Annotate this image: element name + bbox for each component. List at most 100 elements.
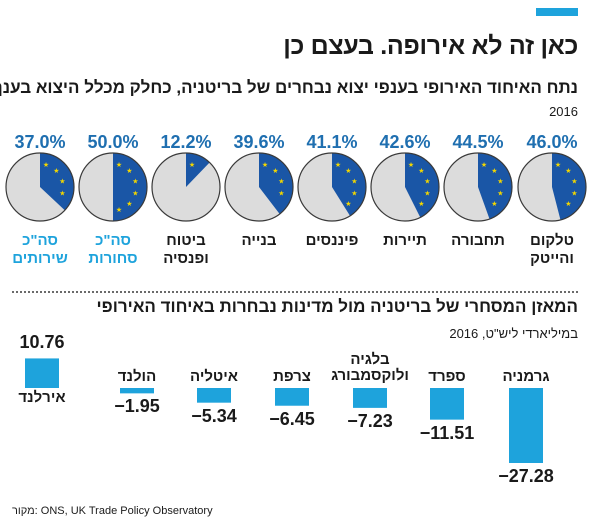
pie-chart: ★★★★★ [370, 152, 440, 222]
pie-section-year: 2016 [549, 104, 578, 119]
eu-star-icon: ★ [565, 200, 571, 208]
eu-star-icon: ★ [555, 161, 561, 169]
pie-value-label: 41.1% [306, 132, 358, 152]
eu-star-icon: ★ [345, 167, 351, 175]
pie-category-label: סה"כ סחורות [73, 232, 153, 268]
eu-star-icon: ★ [418, 167, 424, 175]
pie-eu-slice [405, 153, 439, 218]
eu-star-icon: ★ [189, 161, 195, 169]
eu-star-icon: ★ [571, 189, 577, 197]
pie-outline [151, 152, 221, 222]
eu-star-icon: ★ [116, 206, 122, 214]
eu-star-icon: ★ [491, 167, 497, 175]
pie-eu-slice [113, 153, 147, 221]
eu-star-icon: ★ [132, 189, 138, 197]
eu-star-icon: ★ [335, 161, 341, 169]
eu-star-icon: ★ [126, 200, 132, 208]
pie-value-label: 50.0% [87, 132, 139, 152]
pie-chart: ★★★★★ [517, 152, 587, 222]
eu-star-icon: ★ [497, 189, 503, 197]
eu-star-icon: ★ [408, 161, 414, 169]
pie-category-label-line: והייטק [530, 250, 574, 267]
pie-category-label-line: סה"כ [22, 232, 58, 249]
bar [509, 388, 543, 463]
pie-outline [443, 152, 513, 222]
bar-category-label: צרפת [247, 369, 337, 385]
bar-category-label: הולנד [92, 369, 182, 385]
pie-value-label: 46.0% [526, 132, 578, 152]
pie-category-label: ביטוח ופנסיה [146, 232, 226, 268]
pie-category-label: פיננסים [292, 232, 372, 250]
pie-category-label: בנייה [219, 232, 299, 250]
pie-category-label-line: סחורות [88, 250, 138, 267]
pie-chart: ★ [151, 152, 221, 222]
pie-category-label-line: ביטוח [166, 232, 206, 249]
eu-star-icon: ★ [481, 161, 487, 169]
pie-outline [370, 152, 440, 222]
eu-star-icon: ★ [424, 178, 430, 186]
pie-category-label: טלקום והייטק [512, 232, 590, 268]
eu-star-icon: ★ [278, 178, 284, 186]
eu-star-icon: ★ [272, 167, 278, 175]
eu-star-icon: ★ [59, 178, 65, 186]
pie-category-label: תיירות [365, 232, 445, 250]
eu-star-icon: ★ [126, 167, 132, 175]
pie-value-label: 39.6% [233, 132, 285, 152]
pie-chart: ★★★★ [5, 152, 75, 222]
eu-star-icon: ★ [424, 189, 430, 197]
bar-category-label-line: ספרד [428, 368, 466, 385]
section-divider [12, 291, 578, 293]
eu-star-icon: ★ [116, 161, 122, 169]
bar-category-label-line: אירלנד [18, 389, 66, 406]
pie-eu-slice [259, 153, 293, 214]
eu-star-icon: ★ [571, 178, 577, 186]
pie-category-label-line: תחבורה [451, 232, 505, 249]
bar-category-label: גרמניה [481, 369, 571, 385]
chart-title: כאן זה לא אירופה. בעצם כן [283, 32, 578, 60]
pie-chart: ★★★★ [224, 152, 294, 222]
pie-eu-slice [478, 153, 512, 219]
pie-outline [5, 152, 75, 222]
bar-section-subtitle: המאזן המסחרי של בריטניה מול מדינות נבחרו… [96, 297, 578, 316]
pie-eu-slice [332, 153, 366, 216]
bar [275, 388, 309, 406]
eu-star-icon: ★ [132, 178, 138, 186]
pie-outline [517, 152, 587, 222]
pie-eu-slice [552, 153, 586, 220]
source-note: מקור: ONS, UK Trade Policy Observatory [12, 505, 213, 517]
pie-category-label: תחבורה [438, 232, 518, 250]
bar-value-label: −1.95 [114, 396, 160, 417]
eu-star-icon: ★ [43, 161, 49, 169]
pie-chart: ★★★★★★ [78, 152, 148, 222]
eu-star-icon: ★ [345, 200, 351, 208]
bar-value-label: −27.28 [498, 466, 554, 486]
eu-star-icon: ★ [351, 189, 357, 197]
bar [430, 388, 464, 420]
pie-section-subtitle: נתח האיחוד האירופי בענפי יצוא נבחרים של … [0, 78, 578, 97]
bar-category-label: בלגיה ולוקסמבורג [325, 352, 415, 384]
eu-star-icon: ★ [53, 167, 59, 175]
bar-value-label: −11.51 [419, 422, 475, 443]
pie-category-label-line: תיירות [383, 232, 427, 249]
bar-section-unit: במיליארדי ליש"ט, 2016 [449, 326, 578, 341]
eu-star-icon: ★ [59, 189, 65, 197]
pie-value-label: 12.2% [160, 132, 212, 152]
bar-value-label: −7.23 [347, 410, 393, 431]
bar-category-label: אירלנד [0, 390, 87, 406]
eu-star-icon: ★ [262, 161, 268, 169]
eu-star-icon: ★ [278, 189, 284, 197]
bar [120, 388, 154, 394]
eu-star-icon: ★ [351, 178, 357, 186]
bar-category-label-line: ולוקסמבורג [331, 367, 409, 384]
eu-star-icon: ★ [565, 167, 571, 175]
pie-eu-slice [186, 153, 210, 187]
bar-value-label: −6.45 [269, 408, 315, 429]
eu-star-icon: ★ [497, 178, 503, 186]
bar-category-label-line: איטליה [189, 368, 239, 385]
pie-category-label-line: טלקום [530, 232, 574, 249]
bar-category-label: ספרד [402, 369, 492, 385]
pie-category-label-line: בנייה [241, 232, 277, 249]
bar-category-label-line: בלגיה [350, 351, 390, 368]
pie-value-label: 44.5% [452, 132, 504, 152]
